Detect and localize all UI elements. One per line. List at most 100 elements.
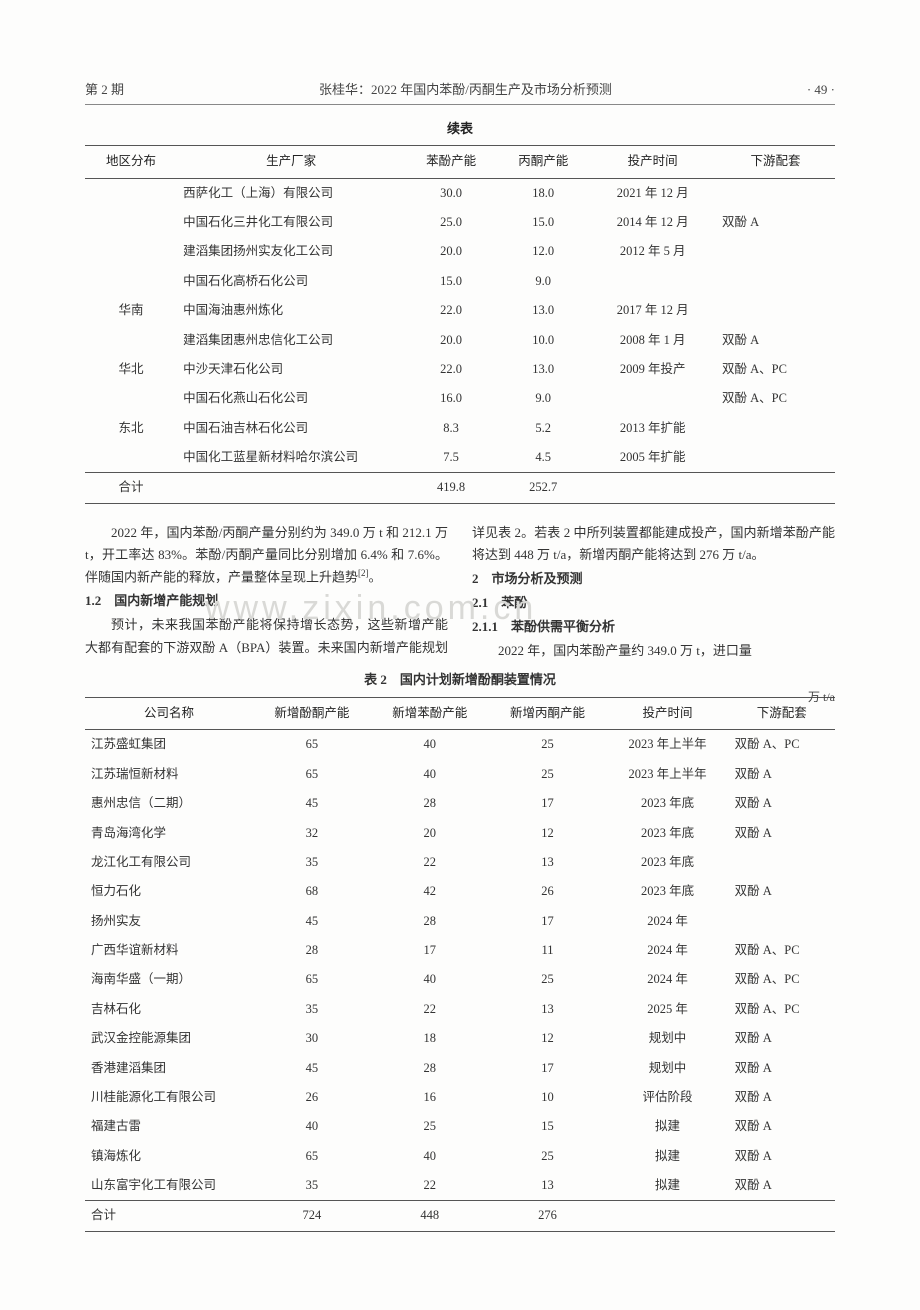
table-cell: 15.0: [405, 267, 497, 296]
table-row: 镇海炼化654025拟建双酚 A: [85, 1142, 835, 1171]
table-cell: 17: [489, 1054, 607, 1083]
table-cell: [589, 384, 716, 413]
table-cell: [716, 237, 835, 266]
table-1-col-header: 地区分布: [85, 146, 177, 178]
table-row: 山东富宇化工有限公司352213拟建双酚 A: [85, 1171, 835, 1201]
para-1: 2022 年，国内苯酚/丙酮产量分别约为 349.0 万 t 和 212.1 万…: [85, 522, 448, 589]
table-row: 龙江化工有限公司3522132023 年底: [85, 848, 835, 877]
table-cell: 25: [489, 730, 607, 760]
table-cell: 2024 年: [606, 936, 728, 965]
table-cell: 中国石化三井化工有限公司: [177, 208, 405, 237]
table-cell: 15.0: [497, 208, 589, 237]
table-cell: 2023 年底: [606, 819, 728, 848]
table-cell: 武汉金控能源集团: [85, 1024, 253, 1053]
table-row: 江苏盛虹集团6540252023 年上半年双酚 A、PC: [85, 730, 835, 760]
table-cell: 中沙天津石化公司: [177, 355, 405, 384]
table-cell: 双酚 A: [729, 1024, 835, 1053]
table-cell: [589, 267, 716, 296]
table-cell: [85, 267, 177, 296]
table-row: 惠州忠信（二期）4528172023 年底双酚 A: [85, 789, 835, 818]
table-cell: 龙江化工有限公司: [85, 848, 253, 877]
table-cell: 12: [489, 1024, 607, 1053]
table-cell: 2023 年上半年: [606, 730, 728, 760]
table-row: 武汉金控能源集团301812规划中双酚 A: [85, 1024, 835, 1053]
table-cell: 22: [371, 1171, 489, 1201]
table-cell: 13: [489, 848, 607, 877]
table-cell: 40: [371, 760, 489, 789]
table-cell: 合计: [85, 1201, 253, 1231]
table-row: 中国石化三井化工有限公司25.015.02014 年 12 月双酚 A: [85, 208, 835, 237]
table-row: 香港建滔集团452817规划中双酚 A: [85, 1054, 835, 1083]
table-cell: 合计: [85, 473, 177, 503]
table-total-row: 合计724448276: [85, 1201, 835, 1231]
table-cell: 评估阶段: [606, 1083, 728, 1112]
table-cell: 双酚 A: [729, 1142, 835, 1171]
table-cell: 20.0: [405, 237, 497, 266]
table-cell: 2008 年 1 月: [589, 326, 716, 355]
table-cell: 40: [371, 1142, 489, 1171]
table-cell: 双酚 A: [729, 1054, 835, 1083]
table-cell: 10: [489, 1083, 607, 1112]
table-cell: 4.5: [497, 443, 589, 473]
table-cell: [716, 473, 835, 503]
table-row: 东北中国石油吉林石化公司8.35.22013 年扩能: [85, 414, 835, 443]
table-cell: 拟建: [606, 1112, 728, 1141]
table-row: 西萨化工（上海）有限公司30.018.02021 年 12 月: [85, 178, 835, 208]
table-cell: [85, 178, 177, 208]
table-cell: 西萨化工（上海）有限公司: [177, 178, 405, 208]
table-cell: 拟建: [606, 1171, 728, 1201]
table-cell: 18.0: [497, 178, 589, 208]
table-cell: 双酚 A: [716, 326, 835, 355]
table-cell: 双酚 A: [729, 1112, 835, 1141]
table-cell: 建滔集团扬州实友化工公司: [177, 237, 405, 266]
table-cell: 9.0: [497, 384, 589, 413]
table-cell: 广西华谊新材料: [85, 936, 253, 965]
table-cell: 13.0: [497, 296, 589, 325]
table-cell: 中国石化高桥石化公司: [177, 267, 405, 296]
table-cell: 2024 年: [606, 965, 728, 994]
table-cell: 30.0: [405, 178, 497, 208]
table-cell: [85, 208, 177, 237]
table-cell: [85, 443, 177, 473]
table-cell: 2025 年: [606, 995, 728, 1024]
table-cell: 13: [489, 1171, 607, 1201]
table-cell: 中国石油吉林石化公司: [177, 414, 405, 443]
table-1-col-header: 生产厂家: [177, 146, 405, 178]
table-cell: 42: [371, 877, 489, 906]
table-cell: 2021 年 12 月: [589, 178, 716, 208]
table-cell: 11: [489, 936, 607, 965]
table-cell: 22.0: [405, 355, 497, 384]
table-2-unit: 万 t/a: [85, 688, 835, 707]
table-cell: 2023 年底: [606, 848, 728, 877]
table-cell: [606, 1201, 728, 1231]
table-cell: 2013 年扩能: [589, 414, 716, 443]
table-cell: 35: [253, 995, 371, 1024]
heading-2: 2 市场分析及预测: [472, 568, 835, 590]
table-cell: 江苏盛虹集团: [85, 730, 253, 760]
table-cell: 25: [489, 1142, 607, 1171]
table-cell: 40: [253, 1112, 371, 1141]
table-row: 川桂能源化工有限公司261610评估阶段双酚 A: [85, 1083, 835, 1112]
table-row: 广西华谊新材料2817112024 年双酚 A、PC: [85, 936, 835, 965]
table-cell: 双酚 A、PC: [729, 965, 835, 994]
table-cell: 26: [489, 877, 607, 906]
table-row: 中国石化燕山石化公司16.09.0双酚 A、PC: [85, 384, 835, 413]
table-cell: [729, 907, 835, 936]
table-cell: 中国海油惠州炼化: [177, 296, 405, 325]
table-cell: 40: [371, 965, 489, 994]
table-cell: 双酚 A: [729, 1083, 835, 1112]
table-cell: 17: [489, 789, 607, 818]
table-cell: 双酚 A: [729, 789, 835, 818]
table-row: 恒力石化6842262023 年底双酚 A: [85, 877, 835, 906]
table-cell: 2023 年底: [606, 877, 728, 906]
table-row: 江苏瑞恒新材料6540252023 年上半年双酚 A: [85, 760, 835, 789]
table-cell: 65: [253, 760, 371, 789]
table-row: 华北中沙天津石化公司22.013.02009 年投产双酚 A、PC: [85, 355, 835, 384]
para-3: 2022 年，国内苯酚产量约 349.0 万 t，进口量: [472, 640, 835, 662]
table-cell: 双酚 A: [729, 760, 835, 789]
table-cell: 45: [253, 1054, 371, 1083]
table-cell: 419.8: [405, 473, 497, 503]
table-cell: 252.7: [497, 473, 589, 503]
table-cell: 28: [371, 789, 489, 818]
table-cell: 25.0: [405, 208, 497, 237]
